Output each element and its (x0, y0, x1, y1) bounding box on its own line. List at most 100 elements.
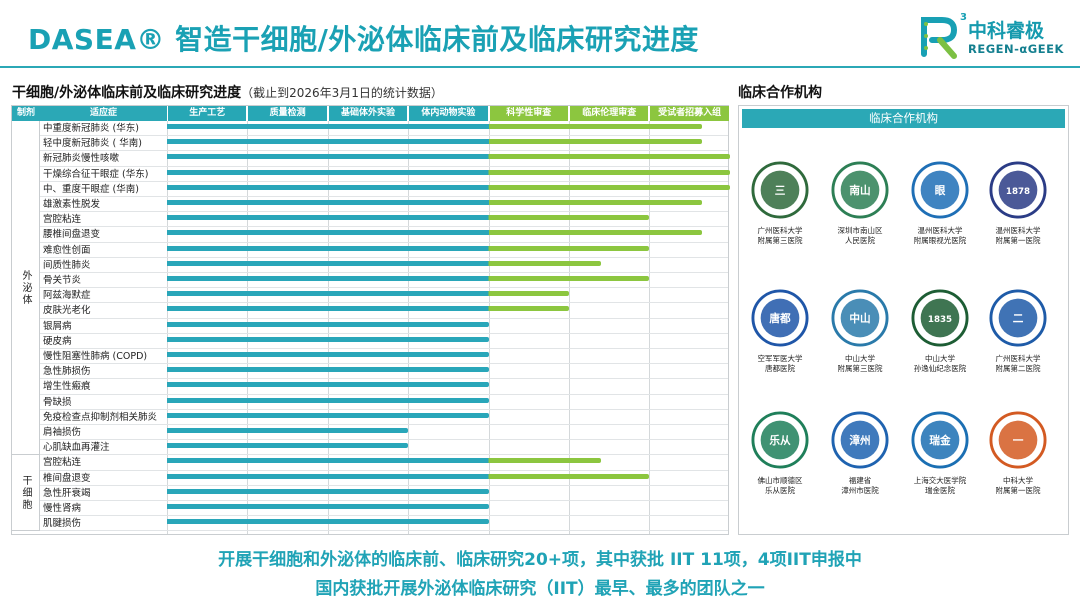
hospital-seal-icon: 中山 (831, 289, 889, 347)
hospital-seal-icon: 二 (989, 289, 1047, 347)
indication-label: 腰椎间盘退变 (43, 229, 101, 241)
partners-section-title: 临床合作机构 (738, 85, 822, 101)
table-row: 骨关节炎 (40, 273, 728, 289)
svg-text:瑞金: 瑞金 (929, 434, 951, 447)
stage-header: 科学性审查 (489, 106, 568, 121)
hospital-name: 温州医科大学 附属眼视光医院 (899, 226, 981, 246)
indication-label: 阿兹海默症 (43, 290, 91, 302)
indication-label: 硬皮病 (43, 335, 72, 347)
col-header-type: 制剂 (12, 106, 40, 121)
stage-divider (167, 121, 168, 534)
indication-label: 急性肺损伤 (43, 366, 91, 378)
table-row: 慢性肾病 (40, 501, 728, 517)
table-row: 椎间盘退变 (40, 471, 728, 486)
indication-label: 肩袖损伤 (43, 427, 82, 438)
hospital-item: 乐从佛山市顺德区 乐从医院 (739, 411, 821, 496)
table-row: 皮肤光老化 (40, 303, 728, 319)
progress-bar (167, 200, 702, 205)
hospital-name-line2: 孙逸仙纪念医院 (913, 364, 967, 373)
stage-divider (569, 121, 570, 534)
progress-bar (167, 382, 489, 388)
table-row: 肌腱损伤 (40, 516, 728, 532)
stage-divider (408, 121, 410, 534)
hospital-name-line2: 瑞金医院 (925, 486, 955, 495)
progress-section-title-text: 干细胞/外泌体临床前及临床研究进度 (12, 85, 242, 101)
hospital-name-line2: 唐都医院 (765, 364, 795, 373)
svg-text:眼: 眼 (935, 184, 946, 197)
indication-label: 间质性肺炎 (43, 259, 91, 271)
indication-label: 骨缺损 (43, 396, 72, 408)
hospital-name: 佛山市顺德区 乐从医院 (739, 476, 821, 496)
hospital-name: 中科大学 附属第一医院 (977, 476, 1059, 496)
progress-bar (167, 519, 489, 525)
partners-panel: 临床合作机构 三广州医科大学 附属第三医院 南山 深圳市南山区 人民医院眼温州医科大学附… (738, 105, 1069, 535)
hospital-name: 中山大学 孙逸仙纪念医院 (899, 354, 981, 374)
hospital-seal-icon: 瑞金 (911, 411, 969, 469)
table-row: 间质性肺炎 (40, 258, 728, 273)
hospital-item: 1878 温州医科大学 附属第一医院 (977, 161, 1059, 246)
summary-line-1: 开展干细胞和外泌体的临床前、临床研究20+项，其中获批 IIT 11项，4项II… (218, 550, 862, 570)
hospital-seal-icon: 唐都 (751, 289, 809, 347)
hospital-name-line2: 附属第三医院 (757, 236, 803, 245)
hospital-name-line1: 中科大学 (1003, 476, 1033, 485)
hospital-name-line2: 漳州市医院 (841, 486, 879, 495)
hospital-item: 漳州福建省 漳州市医院 (819, 411, 901, 496)
progress-bar (167, 504, 489, 509)
svg-text:二: 二 (1013, 312, 1024, 325)
hospital-seal-icon: 南山 (831, 161, 889, 219)
hospital-seal-icon: 眼 (911, 161, 969, 219)
progress-bar (167, 276, 650, 281)
table-row: 免疫检查点抑制剂相关肺炎 (40, 410, 728, 425)
indication-label: 心肌缺血再灌注 (43, 442, 110, 454)
hospital-item: 南山 深圳市南山区 人民医院 (819, 161, 901, 246)
indication-label: 中、重度干眼症 (华南) (43, 183, 139, 195)
stage-divider (327, 121, 329, 534)
progress-bar (167, 321, 489, 327)
svg-text:一: 一 (1013, 434, 1024, 447)
hospital-name-line1: 广州医科大学 (757, 226, 803, 235)
svg-text:唐都: 唐都 (769, 312, 791, 325)
page-title: DASEA® 智造干细胞/外泌体临床前及临床研究进度 (28, 23, 699, 56)
table-row: 急性肝衰竭 (40, 486, 728, 501)
indication-label: 中重度新冠肺炎 (华东) (43, 123, 139, 134)
hospital-name: 广州医科大学 附属第二医院 (977, 354, 1059, 374)
hospital-name-line1: 温州医科大学 (995, 226, 1041, 235)
progress-table: 制剂 适应症 生产工艺 质量检测 基础体外实验 体内动物实验 科学性审查 临床伦理审查 受试者招… (11, 105, 730, 535)
indication-label: 增生性瘢痕 (43, 381, 91, 393)
group-label: 干细胞 (20, 474, 31, 511)
indication-label: 骨关节炎 (43, 275, 82, 286)
progress-bar (167, 473, 650, 479)
stage-divider (488, 121, 490, 534)
stage-header: 受试者招募入组 (650, 106, 729, 121)
hospital-name: 上海交大医学院 瑞金医院 (899, 476, 981, 496)
hospital-item: 一中科大学 附属第一医院 (977, 411, 1059, 496)
group-label-cell: 外泌体 (12, 121, 40, 456)
table-row: 增生性瘢痕 (40, 379, 728, 395)
progress-bar (167, 260, 602, 266)
progress-bar (167, 352, 489, 357)
progress-bar (167, 397, 489, 403)
stage-divider (649, 121, 651, 534)
logo-superscript: 3 (960, 12, 967, 23)
hospital-seal-icon: 1835 (911, 289, 969, 347)
progress-bar (167, 412, 489, 418)
svg-text:1878: 1878 (1006, 187, 1030, 197)
svg-text:漳州: 漳州 (849, 434, 870, 447)
hospital-seal-icon: 一 (989, 411, 1047, 469)
table-row: 难愈性创面 (40, 243, 728, 258)
table-row: 干燥综合征干眼症 (华东) (40, 167, 730, 182)
hospital-seal-icon: 漳州 (831, 411, 889, 469)
svg-text:中山: 中山 (849, 312, 870, 325)
hospital-seal-icon: 乐从 (751, 411, 809, 469)
hospital-name: 福建省 漳州市医院 (819, 476, 901, 496)
hospital-name-line2: 附属第三医院 (837, 364, 883, 373)
title-divider (0, 66, 1080, 68)
hospital-item: 1835 中山大学 孙逸仙纪念医院 (899, 289, 981, 374)
hospital-name-line2: 人民医院 (845, 236, 875, 245)
hospital-seal-icon: 1878 (989, 161, 1047, 219)
progress-bar (167, 443, 409, 449)
progress-section-note: （截止到2026年3月1日的统计数据） (241, 86, 443, 100)
company-logo: 3 中科睿极 REGEN-αGEEK (918, 12, 1068, 62)
hospital-item: 眼温州医科大学 附属眼视光医院 (899, 161, 981, 246)
indication-label: 椎间盘退变 (43, 472, 91, 484)
